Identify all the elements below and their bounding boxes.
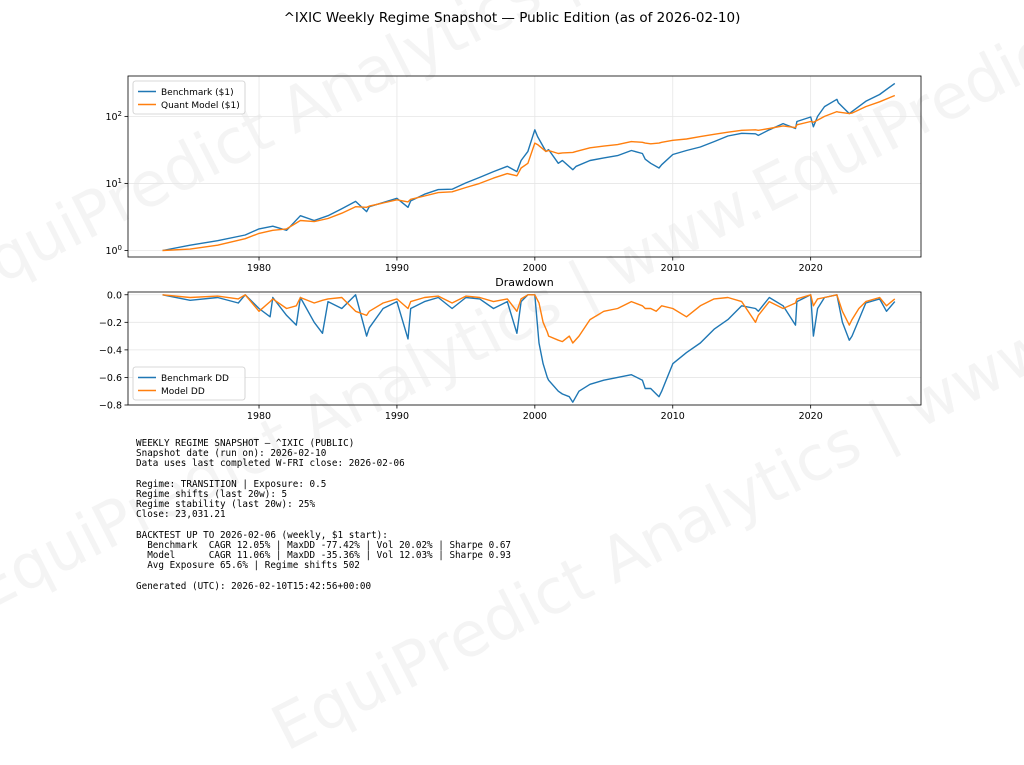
legend-box bbox=[132, 80, 246, 115]
y-tick-label: 102 bbox=[105, 110, 122, 123]
legend: Benchmark ($1) Quant Model ($1) bbox=[132, 80, 246, 115]
y-tick-label: −0.2 bbox=[99, 318, 122, 329]
x-tick-label: 1990 bbox=[385, 263, 409, 274]
report-line: Benchmark CAGR 12.05% | MaxDD -77.42% | … bbox=[136, 540, 512, 552]
report-line: Close: 23,031.21 bbox=[136, 509, 226, 521]
series-line-quant-model-1 bbox=[162, 94, 896, 252]
report-line: Generated (UTC): 2026-02-10T15:42:56+00:… bbox=[136, 580, 372, 592]
report-line: Data uses last completed W-FRI close: 20… bbox=[136, 458, 405, 470]
legend-label-benchmark-1: Benchmark ($1) bbox=[161, 88, 234, 98]
y-tick-label: −0.6 bbox=[99, 373, 122, 384]
series-line-benchmark-1 bbox=[162, 82, 896, 252]
x-tick-label: 1980 bbox=[247, 263, 271, 274]
report-line: Regime: TRANSITION | Exposure: 0.5 bbox=[136, 478, 327, 490]
x-tick-label: 2020 bbox=[799, 263, 823, 274]
series-line-benchmark-dd bbox=[162, 294, 896, 403]
snapshot-report: WEEKLY REGIME SNAPSHOT — ^IXIC (PUBLIC) S… bbox=[136, 438, 512, 592]
legend-label-model-dd: Model DD bbox=[161, 387, 205, 397]
x-tick-label: 2000 bbox=[523, 263, 547, 274]
legend: Benchmark DD Model DD bbox=[132, 366, 246, 401]
report-line: Model CAGR 11.06% | MaxDD -35.36% | Vol … bbox=[136, 550, 512, 562]
report-line: WEEKLY REGIME SNAPSHOT — ^IXIC (PUBLIC) bbox=[136, 438, 355, 449]
drawdown-chart: 1980 1990 2000 2010 2020 0.0 −0.2 −0.4 −0.6 −0.8 D… bbox=[99, 276, 922, 422]
series-line-model-dd bbox=[162, 294, 896, 344]
y-tick-label: −0.8 bbox=[99, 401, 122, 412]
x-tick-label: 2000 bbox=[523, 411, 547, 422]
report-line: Snapshot date (run on): 2026-02-10 bbox=[136, 448, 327, 460]
figure-canvas: ^IXIC Weekly Regime Snapshot — Public Ed… bbox=[99, 10, 922, 422]
plot-frame bbox=[127, 291, 922, 406]
legend-box bbox=[132, 366, 246, 401]
chart-title: Drawdown bbox=[495, 276, 553, 289]
report-line: BACKTEST UP TO 2026-02-06 (weekly, $1 st… bbox=[136, 529, 388, 541]
y-tick-label: 0.0 bbox=[107, 290, 122, 301]
x-tick-label: 2010 bbox=[661, 263, 685, 274]
report-line: Regime shifts (last 20w): 5 bbox=[136, 489, 288, 501]
legend-label-benchmark-dd: Benchmark DD bbox=[161, 374, 229, 384]
report-line: Regime stability (last 20w): 25% bbox=[136, 499, 316, 511]
x-tick-label: 2010 bbox=[661, 411, 685, 422]
y-tick-label: 100 bbox=[105, 244, 122, 257]
x-tick-label: 1980 bbox=[247, 411, 271, 422]
x-tick-label: 1990 bbox=[385, 411, 409, 422]
equity-curve-chart: 1980 1990 2000 2010 2020 100 101 102 Benchmark (… bbox=[105, 75, 922, 274]
legend-label-quant-model-1: Quant Model ($1) bbox=[161, 101, 240, 111]
x-tick-label: 2020 bbox=[799, 411, 823, 422]
y-tick-label: −0.4 bbox=[99, 345, 122, 356]
y-tick-label: 101 bbox=[105, 177, 122, 190]
plot-frame bbox=[127, 75, 922, 258]
report-line: Avg Exposure 65.6% | Regime shifts 502 bbox=[136, 560, 360, 572]
figure-title: ^IXIC Weekly Regime Snapshot — Public Ed… bbox=[284, 10, 741, 26]
